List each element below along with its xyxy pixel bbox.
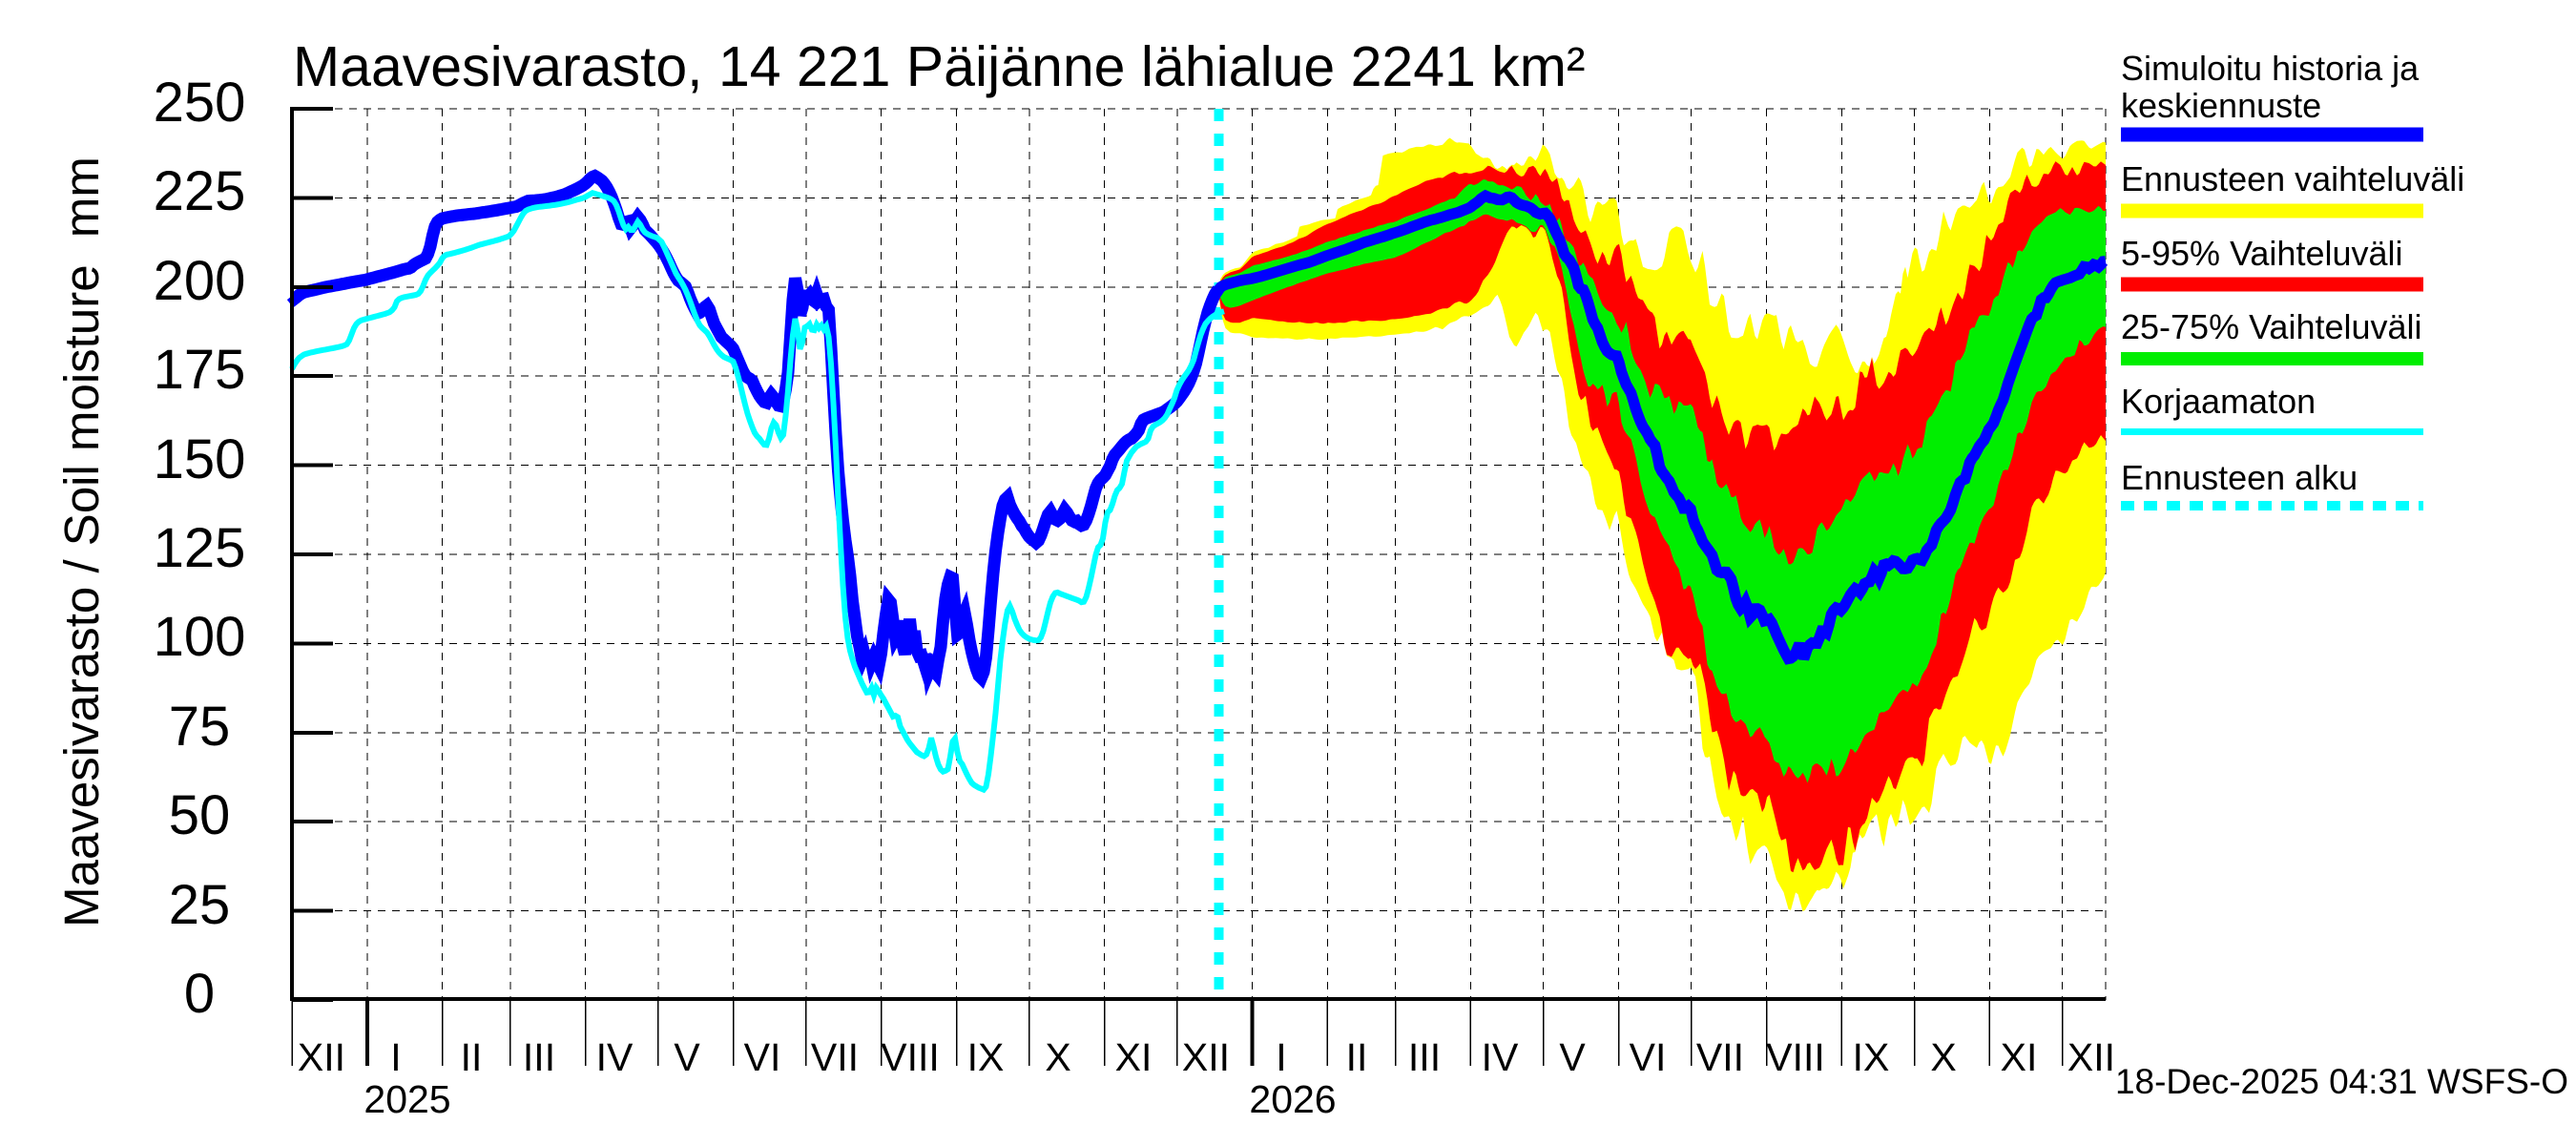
- svg-text:X: X: [1045, 1035, 1070, 1079]
- svg-text:50: 50: [169, 784, 231, 846]
- svg-text:2026: 2026: [1249, 1077, 1336, 1121]
- svg-text:IV: IV: [596, 1035, 634, 1079]
- svg-text:II: II: [1346, 1035, 1368, 1079]
- svg-text:250: 250: [154, 72, 246, 134]
- svg-text:III: III: [523, 1035, 555, 1079]
- svg-text:V: V: [1559, 1035, 1586, 1079]
- svg-text:XII: XII: [2067, 1035, 2115, 1079]
- svg-text:Simuloitu historia ja: Simuloitu historia ja: [2121, 49, 2420, 88]
- svg-text:VII: VII: [811, 1035, 859, 1079]
- svg-text:keskiennuste: keskiennuste: [2121, 86, 2321, 125]
- svg-text:IV: IV: [1482, 1035, 1519, 1079]
- svg-text:225: 225: [154, 160, 246, 222]
- svg-text:5-95% Vaihteluväli: 5-95% Vaihteluväli: [2121, 234, 2403, 273]
- svg-text:XI: XI: [1115, 1035, 1153, 1079]
- svg-text:I: I: [1276, 1035, 1286, 1079]
- svg-text:25: 25: [169, 874, 231, 936]
- svg-text:I: I: [390, 1035, 401, 1079]
- svg-text:II: II: [461, 1035, 483, 1079]
- svg-text:III: III: [1408, 1035, 1441, 1079]
- svg-text:X: X: [1930, 1035, 1956, 1079]
- svg-text:2025: 2025: [364, 1077, 450, 1121]
- svg-text:VIII: VIII: [1766, 1035, 1825, 1079]
- svg-text:25-75% Vaihteluväli: 25-75% Vaihteluväli: [2121, 307, 2422, 346]
- svg-text:Maavesivarasto / Soil moisture: Maavesivarasto / Soil moisture mm: [54, 156, 109, 927]
- svg-text:XII: XII: [298, 1035, 345, 1079]
- svg-text:Maavesivarasto, 14 221 Päijänn: Maavesivarasto, 14 221 Päijänne lähialue…: [293, 35, 1586, 98]
- svg-text:100: 100: [154, 606, 246, 668]
- svg-text:V: V: [674, 1035, 700, 1079]
- svg-text:XII: XII: [1182, 1035, 1230, 1079]
- svg-text:175: 175: [154, 339, 246, 401]
- svg-text:0: 0: [184, 963, 215, 1025]
- svg-text:Ennusteen vaihteluväli: Ennusteen vaihteluväli: [2121, 159, 2464, 198]
- svg-text:VII: VII: [1696, 1035, 1744, 1079]
- svg-text:IX: IX: [967, 1035, 1005, 1079]
- svg-text:XI: XI: [2001, 1035, 2038, 1079]
- svg-text:150: 150: [154, 428, 246, 490]
- svg-text:Korjaamaton: Korjaamaton: [2121, 382, 2316, 421]
- svg-text:18-Dec-2025 04:31 WSFS-O: 18-Dec-2025 04:31 WSFS-O: [2115, 1062, 2568, 1101]
- svg-text:125: 125: [154, 517, 246, 579]
- svg-text:IX: IX: [1853, 1035, 1890, 1079]
- svg-text:75: 75: [169, 696, 231, 758]
- svg-text:200: 200: [154, 250, 246, 312]
- svg-text:VI: VI: [744, 1035, 781, 1079]
- svg-text:VI: VI: [1630, 1035, 1667, 1079]
- svg-text:VIII: VIII: [881, 1035, 940, 1079]
- svg-text:Ennusteen alku: Ennusteen alku: [2121, 458, 2358, 497]
